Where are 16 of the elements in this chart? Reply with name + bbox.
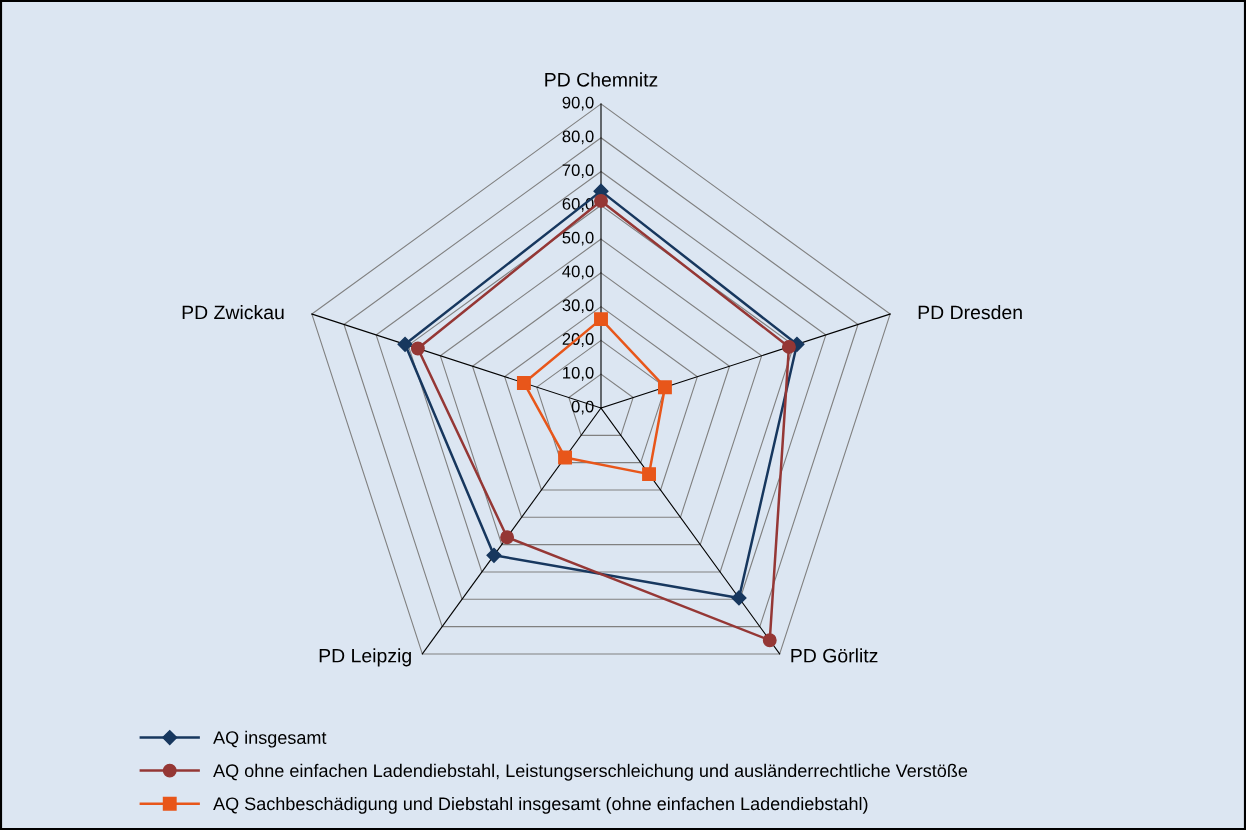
y-tick-label: 10,0 xyxy=(563,366,594,381)
legend-label: AQ Sachbeschädigung und Diebstahl insgesamt (ohne einfachen Ladendiebstahl) xyxy=(213,796,868,814)
y-tick-label: 30,0 xyxy=(562,299,594,314)
spoke-label: PD Chemnitz xyxy=(545,72,658,87)
y-tick-label: 80,0 xyxy=(562,130,594,145)
spoke-label: PD Leipzig xyxy=(319,648,411,667)
y-tick-label: 90,0 xyxy=(562,96,594,111)
legend-label: AQ ohne einfachen Ladendiebstahl, Leistungserschleichung und ausländerrechtliche Verstöße xyxy=(213,763,968,781)
y-tick-label: 70,0 xyxy=(562,164,594,178)
y-tick-label: 0,0 xyxy=(571,400,594,415)
legend-label: AQ insgesamt xyxy=(213,730,327,748)
spoke-label: PD Zwickau xyxy=(182,305,284,320)
y-tick-label: 50,0 xyxy=(562,231,594,246)
spoke-label: PD Dresden xyxy=(918,305,1022,320)
spoke-label: PD Görlitz xyxy=(791,648,878,663)
y-tick-label: 40,0 xyxy=(562,265,594,280)
